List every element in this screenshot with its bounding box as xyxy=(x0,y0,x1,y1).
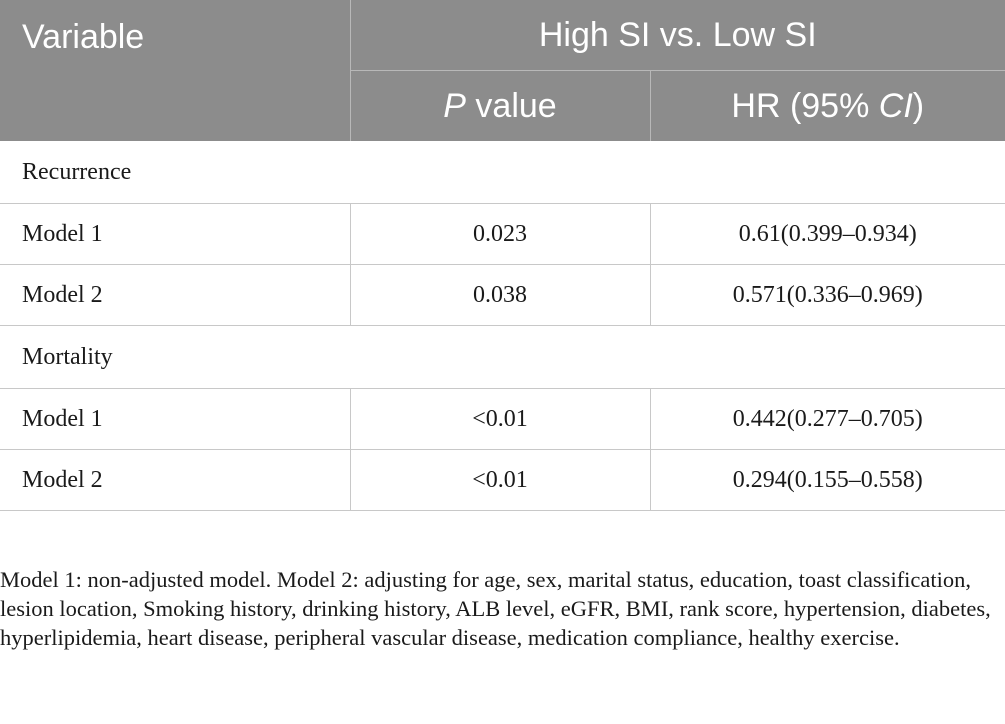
table-footnote: Model 1: non-adjusted model. Model 2: ad… xyxy=(0,567,991,650)
p-value-header: P value xyxy=(349,70,650,141)
p-value-header-rest: value xyxy=(465,86,557,125)
section-title: Recurrence xyxy=(0,141,1005,204)
table-row: Model 2 <0.01 0.294(0.155–0.558) xyxy=(0,449,1005,511)
table-row: Model 2 0.038 0.571(0.336–0.969) xyxy=(0,264,1005,326)
hr-cell: 0.571(0.336–0.969) xyxy=(649,264,1005,326)
hr-cell: 0.61(0.399–0.934) xyxy=(649,203,1005,265)
hr-header-italic: CI xyxy=(878,86,913,125)
group-header: High SI vs. Low SI xyxy=(349,0,1005,71)
hr-header-suffix: ) xyxy=(912,86,925,125)
table-row: Model 1 0.023 0.61(0.399–0.934) xyxy=(0,203,1005,265)
section-title: Mortality xyxy=(0,325,1005,389)
table-body: Recurrence Model 1 0.023 0.61(0.399–0.93… xyxy=(0,141,1005,511)
p-value-header-italic: P xyxy=(443,86,466,125)
p-value-cell: <0.01 xyxy=(349,388,650,450)
hr-header-prefix: HR (95% xyxy=(731,86,879,125)
results-table: Variable High SI vs. Low SI P value HR (… xyxy=(0,0,1005,511)
row-label: Model 2 xyxy=(0,449,350,511)
row-label: Model 1 xyxy=(0,388,350,450)
row-label: Model 1 xyxy=(0,203,350,265)
hr-cell: 0.294(0.155–0.558) xyxy=(649,449,1005,511)
table-header: Variable High SI vs. Low SI P value HR (… xyxy=(0,0,1005,141)
table-row: Model 1 <0.01 0.442(0.277–0.705) xyxy=(0,388,1005,450)
p-value-cell: 0.023 xyxy=(349,203,650,265)
section-row: Mortality xyxy=(0,325,1005,389)
variable-header: Variable xyxy=(0,0,350,141)
p-value-cell: 0.038 xyxy=(349,264,650,326)
p-value-cell: <0.01 xyxy=(349,449,650,511)
hr-header: HR (95% CI) xyxy=(649,70,1005,141)
hr-cell: 0.442(0.277–0.705) xyxy=(649,388,1005,450)
row-label: Model 2 xyxy=(0,264,350,326)
section-row: Recurrence xyxy=(0,141,1005,204)
